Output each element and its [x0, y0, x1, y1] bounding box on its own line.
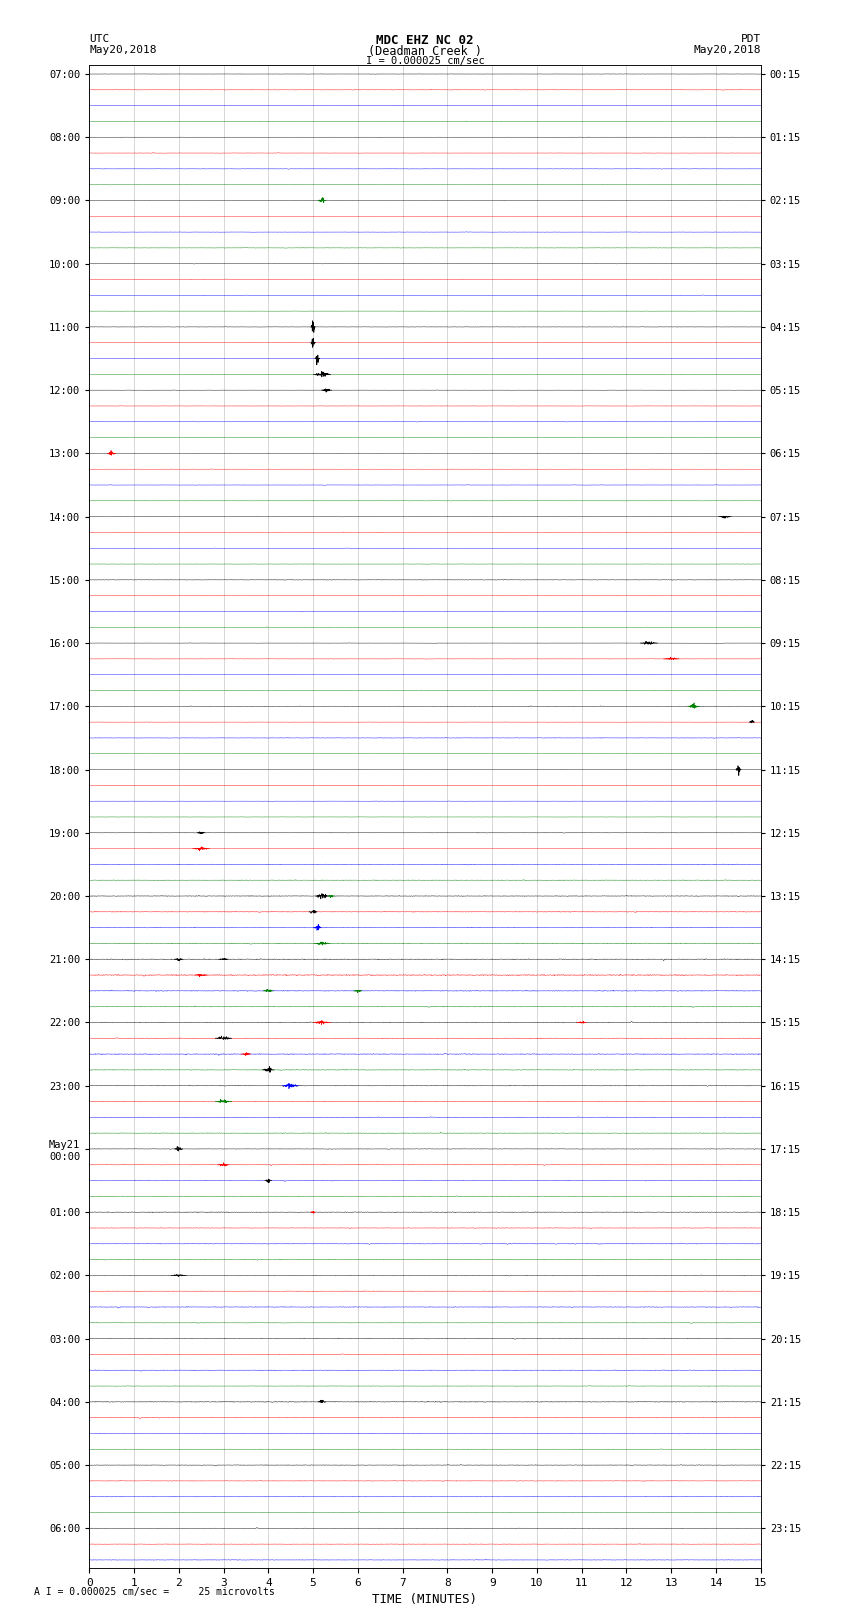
- Text: A I = 0.000025 cm/sec =     25 microvolts: A I = 0.000025 cm/sec = 25 microvolts: [34, 1587, 275, 1597]
- Text: PDT: PDT: [740, 34, 761, 44]
- X-axis label: TIME (MINUTES): TIME (MINUTES): [372, 1594, 478, 1607]
- Text: MDC EHZ NC 02: MDC EHZ NC 02: [377, 34, 473, 47]
- Text: UTC: UTC: [89, 34, 110, 44]
- Text: I = 0.000025 cm/sec: I = 0.000025 cm/sec: [366, 56, 484, 66]
- Text: May20,2018: May20,2018: [694, 45, 761, 55]
- Text: (Deadman Creek ): (Deadman Creek ): [368, 45, 482, 58]
- Text: May20,2018: May20,2018: [89, 45, 156, 55]
